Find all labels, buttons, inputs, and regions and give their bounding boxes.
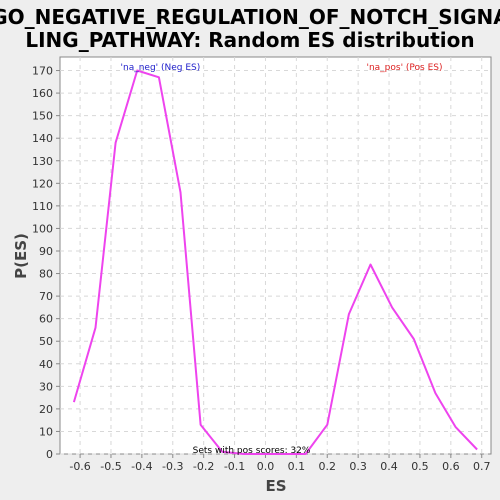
x-tick-label: 0.4	[380, 460, 398, 473]
x-axis-label: ES	[265, 477, 286, 495]
x-tick-label: 0.6	[442, 460, 460, 473]
chart-title-line-1: GO_NEGATIVE_REGULATION_OF_NOTCH_SIGNA	[0, 5, 500, 29]
y-tick-label: 80	[39, 268, 53, 281]
y-tick-label: 30	[39, 380, 53, 393]
y-tick-label: 120	[32, 177, 53, 190]
y-tick-label: 150	[32, 110, 53, 123]
y-axis: 0 10 20 30 40 50 60 70 80 90 100 110 120 130 140 150 160…	[32, 65, 60, 461]
x-tick-label: 0.2	[319, 460, 337, 473]
x-tick-label: -0.6	[69, 460, 90, 473]
y-tick-label: 40	[39, 358, 53, 371]
y-tick-label: 10	[39, 425, 53, 438]
series-group	[72, 69, 478, 455]
chart-title-line-2: LING_PATHWAY: Random ES distribution	[25, 28, 474, 52]
y-tick-label: 140	[32, 132, 53, 145]
y-tick-label: 100	[32, 222, 53, 235]
y-tick-label: 160	[32, 87, 53, 100]
y-tick-label: 170	[32, 65, 53, 78]
x-tick-label: -0.1	[224, 460, 245, 473]
y-tick-label: 130	[32, 155, 53, 168]
y-tick-label: 60	[39, 313, 53, 326]
y-tick-label: 50	[39, 335, 53, 348]
x-tick-label: -0.2	[193, 460, 214, 473]
plot-area	[59, 56, 492, 455]
annotation-pos-es: 'na_pos' (Pos ES)	[366, 63, 442, 73]
es-distribution-line	[72, 69, 478, 455]
y-tick-label: 20	[39, 403, 53, 416]
x-tick-label: 0.7	[473, 460, 491, 473]
y-tick-label: 110	[32, 200, 53, 213]
x-tick-label: -0.4	[131, 460, 152, 473]
y-tick-label: 90	[39, 245, 53, 258]
x-tick-label: 0.0	[257, 460, 275, 473]
y-tick-label: 0	[46, 448, 53, 461]
x-tick-label: -0.3	[162, 460, 183, 473]
annotation-neg-es: 'na_neg' (Neg ES)	[121, 63, 201, 73]
annotation-pos-scores: Sets with pos scores: 32%	[193, 446, 311, 456]
grid	[60, 57, 491, 455]
y-axis-label: P(ES)	[12, 233, 30, 279]
x-tick-label: -0.5	[100, 460, 121, 473]
x-tick-label: 0.1	[288, 460, 306, 473]
x-tick-label: 0.5	[411, 460, 429, 473]
y-tick-label: 70	[39, 290, 53, 303]
x-axis: -0.6 -0.5 -0.4 -0.3 -0.2 -0.1 0.0 0.1 0.2 0.3 0.4 0…	[69, 454, 490, 473]
x-tick-label: 0.3	[349, 460, 367, 473]
